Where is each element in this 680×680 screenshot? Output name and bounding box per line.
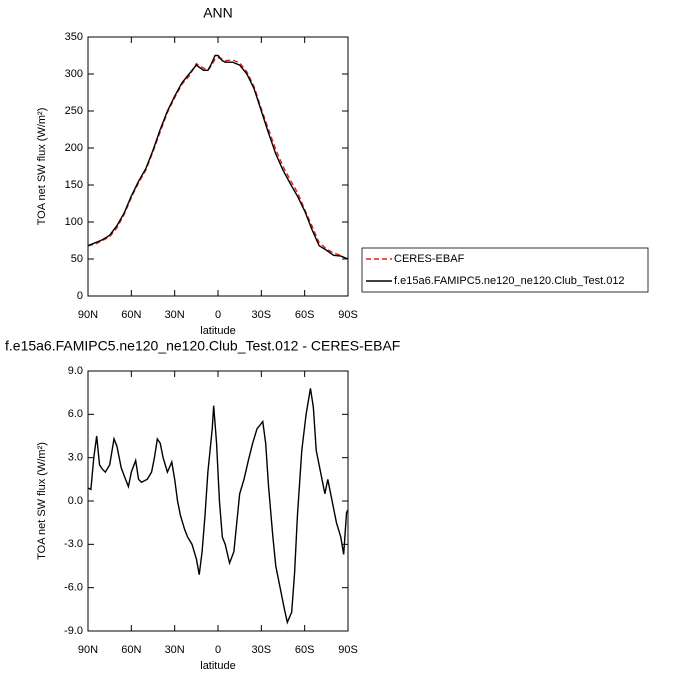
x-tick-label: 90N [78, 309, 98, 321]
x-tick-label: 90N [78, 644, 98, 656]
y-axis-label: TOA net SW flux (W/m²) [36, 108, 48, 226]
y-tick-label: 300 [65, 68, 83, 80]
legend-box [361, 247, 649, 293]
y-tick-label: -3.0 [64, 538, 83, 550]
data-line [88, 388, 348, 625]
data-line [88, 54, 348, 260]
plot-frame [87, 36, 349, 297]
y-tick-label: 150 [65, 179, 83, 191]
x-tick-label: 60N [121, 309, 141, 321]
x-tick-label: 60S [295, 309, 315, 321]
x-tick-label: 90S [338, 644, 358, 656]
x-axis-label: latitude [200, 660, 235, 672]
y-tick-label: 3.0 [68, 452, 83, 464]
y-tick-label: 6.0 [68, 408, 83, 420]
y-tick-label: 9.0 [68, 365, 83, 377]
x-tick-label: 30S [252, 644, 272, 656]
x-tick-label: 60S [295, 644, 315, 656]
chart-title: f.e15a6.FAMIPC5.ne120_ne120.Club_Test.01… [5, 338, 400, 354]
y-tick-label: 50 [71, 253, 83, 265]
y-tick-label: -6.0 [64, 582, 83, 594]
y-tick-label: 0.0 [68, 495, 83, 507]
y-tick-label: 200 [65, 142, 83, 154]
x-tick-label: 0 [215, 309, 221, 321]
y-tick-label: 350 [65, 31, 83, 43]
y-axis-label: TOA net SW flux (W/m²) [36, 442, 48, 560]
x-tick-label: 30N [165, 644, 185, 656]
y-tick-label: 100 [65, 216, 83, 228]
chart-title: ANN [203, 5, 233, 21]
plot-frame [87, 370, 349, 632]
x-tick-label: 30S [252, 309, 272, 321]
x-tick-label: 30N [165, 309, 185, 321]
x-tick-label: 90S [338, 309, 358, 321]
legend-label: CERES-EBAF [394, 253, 465, 265]
y-tick-label: 250 [65, 105, 83, 117]
x-axis-label: latitude [200, 325, 235, 337]
x-tick-label: 0 [215, 644, 221, 656]
data-line [88, 56, 348, 262]
x-tick-label: 60N [121, 644, 141, 656]
legend-label: f.e15a6.FAMIPC5.ne120_ne120.Club_Test.01… [394, 275, 625, 287]
y-tick-label: -9.0 [64, 625, 83, 637]
y-tick-label: 0 [77, 290, 83, 302]
